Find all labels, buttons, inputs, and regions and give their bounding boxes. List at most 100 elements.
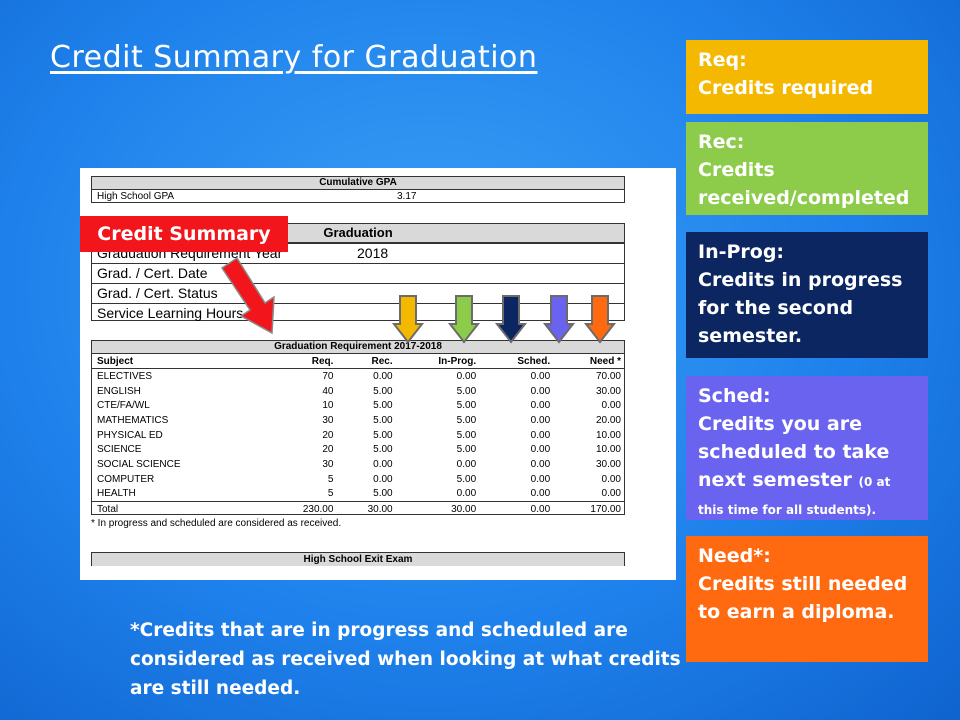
table-cell: 0.00 — [601, 400, 621, 412]
table-cell: 5 — [327, 488, 334, 500]
table-cell: 10.00 — [595, 444, 621, 456]
table-cell: HEALTH — [97, 488, 136, 500]
table-cell: 0.00 — [373, 473, 393, 485]
table-cell: CTE/FA/WL — [97, 400, 150, 412]
table-cell: 20.00 — [595, 414, 621, 426]
table-row: ELECTIVES 70 0.00 0.00 0.00 70.00 — [92, 369, 624, 384]
table-cell: 5.00 — [373, 400, 393, 412]
table-cell: SCIENCE — [97, 444, 142, 456]
legend-sched-body: Credits you are scheduled to take next s… — [698, 410, 918, 522]
table-cell: 230.00 — [266, 501, 337, 517]
legend-sched-note: (0 at this time for all students). — [698, 475, 891, 517]
table-cell: 30 — [322, 414, 334, 426]
graduation-row-label: Service Learning Hours — [97, 305, 244, 321]
table-cell: 0.00 — [530, 429, 551, 441]
requirement-panel: Graduation Requirement 2017-2018 Subject… — [91, 340, 625, 517]
gpa-header: Cumulative GPA — [92, 177, 624, 190]
table-cell: 0.00 — [601, 488, 621, 500]
table-row: PHYSICAL ED 20 5.00 5.00 0.00 10.00 — [92, 428, 624, 443]
bottom-note: *Credits that are in progress and schedu… — [130, 620, 681, 699]
table-cell: 20 — [322, 429, 334, 441]
column-header: Sched. — [479, 354, 554, 369]
table-row: SOCIAL SCIENCE 30 0.00 0.00 0.00 30.00 — [92, 457, 624, 472]
table-cell: ENGLISH — [97, 385, 141, 397]
table-cell: 0.00 — [530, 473, 551, 485]
legend-in-prog-label: In-Prog: — [698, 241, 785, 263]
table-cell: 30.00 — [336, 501, 396, 517]
legend-need-label: Need*: — [698, 545, 771, 567]
table-cell: 5.00 — [456, 429, 477, 441]
table-cell: 5 — [327, 473, 334, 485]
column-header: Subject — [92, 354, 267, 369]
table-cell: 0.00 — [530, 458, 551, 470]
column-header: In-Prog. — [395, 354, 480, 369]
table-cell: 20 — [322, 444, 334, 456]
table-row: ENGLISH 40 5.00 5.00 0.00 30.00 — [92, 384, 624, 399]
column-arrow-icon — [447, 295, 481, 344]
requirement-header: Graduation Requirement 2017-2018 — [92, 341, 624, 354]
table-cell: 5.00 — [456, 414, 477, 426]
requirement-table: Subject Req. Rec. In-Prog. Sched. Need * ELEC… — [92, 354, 624, 517]
table-cell: 5.00 — [373, 444, 393, 456]
table-cell: 170.00 — [553, 501, 624, 517]
column-header: Rec. — [336, 354, 396, 369]
legend-rec-desc: Credits received/completed — [698, 159, 910, 209]
table-cell: 0.00 — [530, 370, 551, 382]
exit-exam-header: High School Exit Exam — [92, 553, 624, 566]
table-cell: 0.00 — [530, 400, 551, 412]
table-cell: 5.00 — [456, 385, 477, 397]
table-cell: 10.00 — [595, 429, 621, 441]
graduation-row-label: Grad. / Cert. Date — [97, 265, 208, 281]
legend-req: Req: Credits required — [686, 40, 928, 114]
table-cell: 5.00 — [456, 444, 477, 456]
total-row: Total 230.00 30.00 30.00 0.00 170.00 — [92, 501, 624, 517]
table-cell: 5.00 — [373, 414, 393, 426]
exit-exam-panel: High School Exit Exam — [91, 552, 625, 566]
column-header: Req. — [266, 354, 337, 369]
graduation-row: Service Learning Hours — [92, 303, 624, 323]
gpa-row: High School GPA 3.17 — [92, 190, 624, 203]
table-cell: 5.00 — [456, 473, 477, 485]
legend-req-desc: Credits required — [698, 77, 874, 99]
table-cell: 30.00 — [595, 458, 621, 470]
table-cell: 30.00 — [395, 501, 480, 517]
legend-sched-label: Sched: — [698, 385, 771, 407]
slide-title: Credit Summary for Graduation — [50, 40, 538, 75]
table-cell: 0.00 — [456, 458, 477, 470]
table-cell: 0.00 — [530, 488, 551, 500]
table-cell: SOCIAL SCIENCE — [97, 458, 181, 470]
table-cell: 0.00 — [530, 444, 551, 456]
table-cell: 0.00 — [373, 370, 393, 382]
table-cell: 5.00 — [456, 400, 477, 412]
gpa-value: 3.17 — [397, 191, 417, 202]
table-cell: 5.00 — [373, 385, 393, 397]
graduation-row: Grad. / Cert. Status — [92, 283, 624, 303]
table-cell: 0.00 — [456, 370, 477, 382]
legend-rec-label: Rec: — [698, 131, 745, 153]
column-arrow-icon — [583, 295, 617, 344]
table-row: SCIENCE 20 5.00 5.00 0.00 10.00 — [92, 442, 624, 457]
column-arrow-icon — [542, 295, 576, 344]
table-cell: 0.00 — [373, 458, 393, 470]
graduation-row-label: Grad. / Cert. Status — [97, 285, 218, 301]
column-arrow-icon — [494, 295, 528, 344]
legend-sched-desc: Credits you are scheduled to take next s… — [698, 413, 890, 491]
table-row: MATHEMATICS 30 5.00 5.00 0.00 20.00 — [92, 413, 624, 428]
legend-rec: Rec: Credits received/completed — [686, 122, 928, 215]
requirement-footnote: * In progress and scheduled are consider… — [91, 518, 342, 529]
gpa-label: High School GPA — [97, 191, 175, 202]
table-cell: ELECTIVES — [97, 370, 153, 382]
legend-req-label: Req: — [698, 49, 747, 71]
column-arrow-icon — [391, 295, 425, 344]
table-cell: 70.00 — [595, 370, 621, 382]
table-row: COMPUTER 5 0.00 5.00 0.00 0.00 — [92, 472, 624, 487]
legend-sched: Sched: Credits you are scheduled to take… — [686, 376, 928, 520]
table-cell: 10 — [322, 400, 334, 412]
table-cell: 0.00 — [456, 488, 477, 500]
legend-in-prog: In-Prog: Credits in progress for the sec… — [686, 232, 928, 358]
legend-need-desc: Credits still needed to earn a diploma. — [698, 573, 908, 623]
table-cell: 5.00 — [373, 429, 393, 441]
pointer-arrow-icon — [220, 256, 275, 335]
table-row: CTE/FA/WL 10 5.00 5.00 0.00 0.00 — [92, 398, 624, 413]
